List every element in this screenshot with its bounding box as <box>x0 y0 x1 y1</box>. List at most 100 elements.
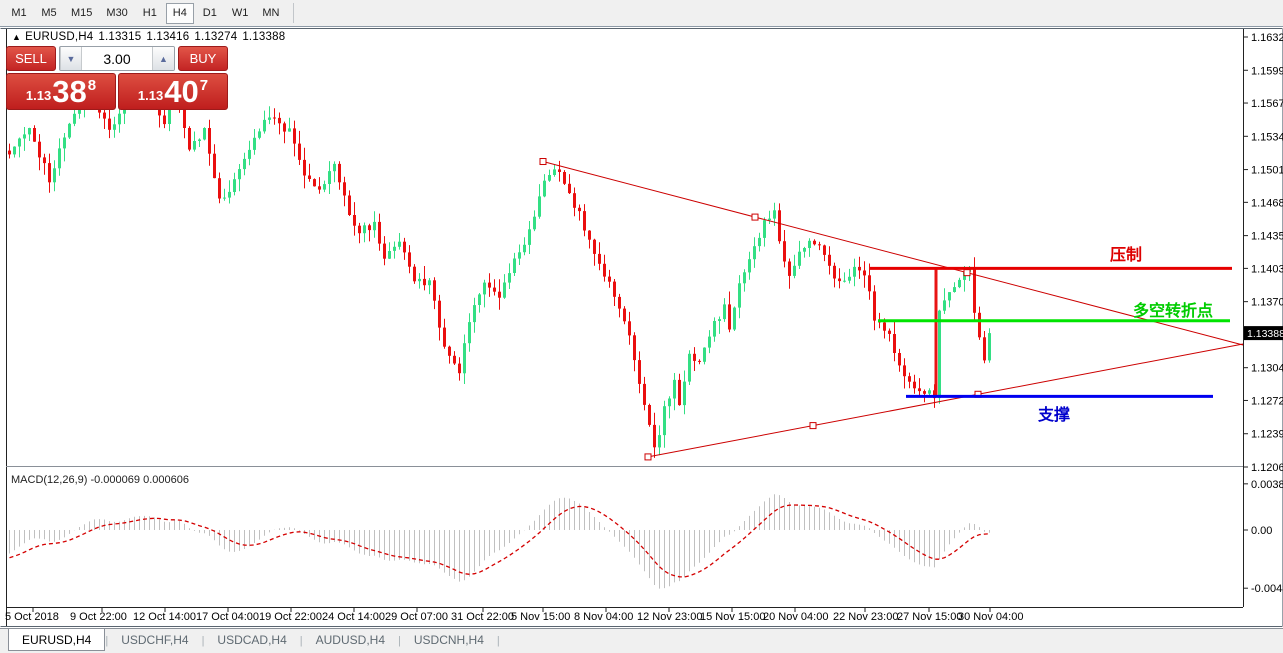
time-axis-label: 22 Nov 23:00 <box>833 611 898 623</box>
trendline-handle[interactable] <box>539 158 547 166</box>
macd-panel: MACD(12,26,9) -0.000069 0.000606 <box>9 474 990 589</box>
candles-layer <box>8 77 991 458</box>
time-axis-label: 12 Oct 14:00 <box>133 611 196 623</box>
timeframe-button-w1[interactable]: W1 <box>226 3 255 24</box>
collapse-triangle-icon[interactable]: ▲ <box>12 32 22 42</box>
tab-separator: | <box>398 635 401 647</box>
price-axis-label: 1.13700 <box>1251 297 1283 309</box>
ohlc-high: 1.13416 <box>146 31 190 43</box>
pivot-label: 多空转折点 <box>1133 301 1213 320</box>
trendline-handle[interactable] <box>644 453 652 461</box>
volume-control: ▼ ▲ <box>59 46 175 71</box>
tab-usdcad-h4[interactable]: USDCAD,H4 <box>217 633 287 647</box>
timeframe-button-d1[interactable]: D1 <box>196 3 224 24</box>
time-axis-label: 17 Oct 04:00 <box>196 611 259 623</box>
tab-eurusd-h4[interactable]: EURUSD,H4 <box>8 629 106 651</box>
current-price-badge: 1.13388 <box>1244 326 1283 341</box>
price-axis-label: 1.15995 <box>1251 65 1283 77</box>
resistance-label: 压制 <box>1110 246 1142 264</box>
volume-input[interactable] <box>82 47 152 70</box>
macd-axis: 0.003847 0.00 -0.00485 <box>1243 479 1283 595</box>
time-axis-label: 12 Nov 23:00 <box>637 611 702 623</box>
timeframe-button-m30[interactable]: M30 <box>100 3 133 24</box>
macd-signal-line <box>9 504 990 578</box>
price-axis-label: 1.12720 <box>1251 395 1283 407</box>
time-axis-label: 24 Oct 14:00 <box>322 611 385 623</box>
chart-header: ▲ EURUSD,H4 1.13315 1.13416 1.13274 1.13388 <box>12 31 290 43</box>
tab-separator: | <box>105 635 109 647</box>
buy-price-big: 40 <box>164 74 199 110</box>
trendline-handle[interactable] <box>809 422 817 430</box>
symbol-tabs-bar: EURUSD,H4 | USDCHF,H4 | USDCAD,H4 | AUDUSD,H4 |… <box>0 628 1283 653</box>
buy-price-superscript: 7 <box>199 77 209 94</box>
time-axis-label: 30 Nov 04:00 <box>958 611 1023 623</box>
macd-indicator-label: MACD(12,26,9) -0.000069 0.000606 <box>11 474 189 486</box>
tab-separator: | <box>496 635 500 647</box>
price-axis: 1.16325 1.15995 1.15670 1.15340 1.15010 1.146… <box>1243 32 1283 474</box>
tab-audusd-h4[interactable]: AUDUSD,H4 <box>315 633 385 647</box>
chevron-down-icon: ▼ <box>66 53 76 64</box>
price-axis-label: 1.15670 <box>1251 98 1283 110</box>
time-axis-label: 27 Nov 15:00 <box>897 611 962 623</box>
tab-usdcnh-h4[interactable]: USDCNH,H4 <box>413 633 484 647</box>
macd-axis-label: -0.00485 <box>1251 583 1283 595</box>
ohlc-open: 1.13315 <box>98 31 142 43</box>
timeframe-button-h4[interactable]: H4 <box>165 2 194 24</box>
price-axis-label: 1.15010 <box>1251 165 1283 177</box>
timeframe-button-m15[interactable]: M15 <box>65 3 98 24</box>
sell-price-prefix: 1.13 <box>25 88 52 103</box>
buy-button[interactable]: BUY <box>178 46 228 71</box>
time-axis-label: 19 Oct 22:00 <box>259 611 322 623</box>
sell-price-superscript: 8 <box>87 77 97 94</box>
symbol-label: EURUSD,H4 <box>25 31 94 43</box>
chart-frame <box>0 27 1283 627</box>
volume-increase-button[interactable]: ▲ <box>152 47 174 70</box>
chevron-up-icon: ▲ <box>159 53 168 64</box>
toolbar-divider <box>293 3 295 23</box>
time-axis-label: 20 Nov 04:00 <box>763 611 828 623</box>
sell-price-big: 38 <box>52 74 87 110</box>
support-label: 支撑 <box>1037 405 1070 424</box>
time-axis-label: 31 Oct 22:00 <box>451 611 514 623</box>
time-axis-label: 9 Oct 22:00 <box>70 611 127 623</box>
buy-price-display[interactable]: 1.13 40 7 <box>118 73 228 110</box>
price-axis-label: 1.16325 <box>1251 32 1283 44</box>
timeframe-button-m1[interactable]: M1 <box>5 3 33 24</box>
trendline-handle[interactable] <box>751 213 759 221</box>
price-axis-label: 1.15340 <box>1251 131 1283 143</box>
price-axis-label: 1.13045 <box>1251 363 1283 375</box>
macd-axis-label: 0.00 <box>1251 525 1272 537</box>
sell-price-display[interactable]: 1.13 38 8 <box>6 73 116 110</box>
sell-button[interactable]: SELL <box>6 46 56 71</box>
time-axis-label: 5 Oct 2018 <box>5 611 59 623</box>
time-axis-label: 15 Nov 15:00 <box>700 611 765 623</box>
volume-decrease-button[interactable]: ▼ <box>60 47 82 70</box>
ohlc-low: 1.13274 <box>194 31 238 43</box>
buy-price-prefix: 1.13 <box>137 88 164 103</box>
macd-axis-label: 0.003847 <box>1251 479 1283 491</box>
price-axis-label: 1.14355 <box>1251 231 1283 243</box>
timeframe-button-m5[interactable]: M5 <box>35 3 63 24</box>
current-price-label: 1.13388 <box>1247 328 1283 340</box>
ohlc-close: 1.13388 <box>242 31 286 43</box>
time-axis-label: 5 Nov 15:00 <box>511 611 570 623</box>
time-axis: 5 Oct 2018 9 Oct 22:00 12 Oct 14:00 17 Oct … <box>5 607 1023 623</box>
timeframe-button-mn[interactable]: MN <box>256 3 285 24</box>
trendline-handle[interactable] <box>963 269 971 277</box>
tab-usdchf-h4[interactable]: USDCHF,H4 <box>121 633 189 647</box>
timeframe-toolbar: M1 M5 M15 M30 H1 H4 D1 W1 MN <box>0 0 1283 27</box>
trendline-ascending[interactable] <box>644 343 1244 461</box>
trendline-descending[interactable] <box>539 158 1244 346</box>
tab-separator: | <box>299 635 303 647</box>
time-axis-label: 8 Nov 04:00 <box>574 611 633 623</box>
tab-separator: | <box>201 635 205 647</box>
price-axis-label: 1.12060 <box>1251 462 1283 474</box>
time-axis-label: 29 Oct 07:00 <box>385 611 448 623</box>
price-axis-label: 1.14685 <box>1251 197 1283 209</box>
price-axis-label: 1.12390 <box>1251 429 1283 441</box>
timeframe-button-h1[interactable]: H1 <box>136 3 164 24</box>
price-axis-label: 1.14030 <box>1251 263 1283 275</box>
